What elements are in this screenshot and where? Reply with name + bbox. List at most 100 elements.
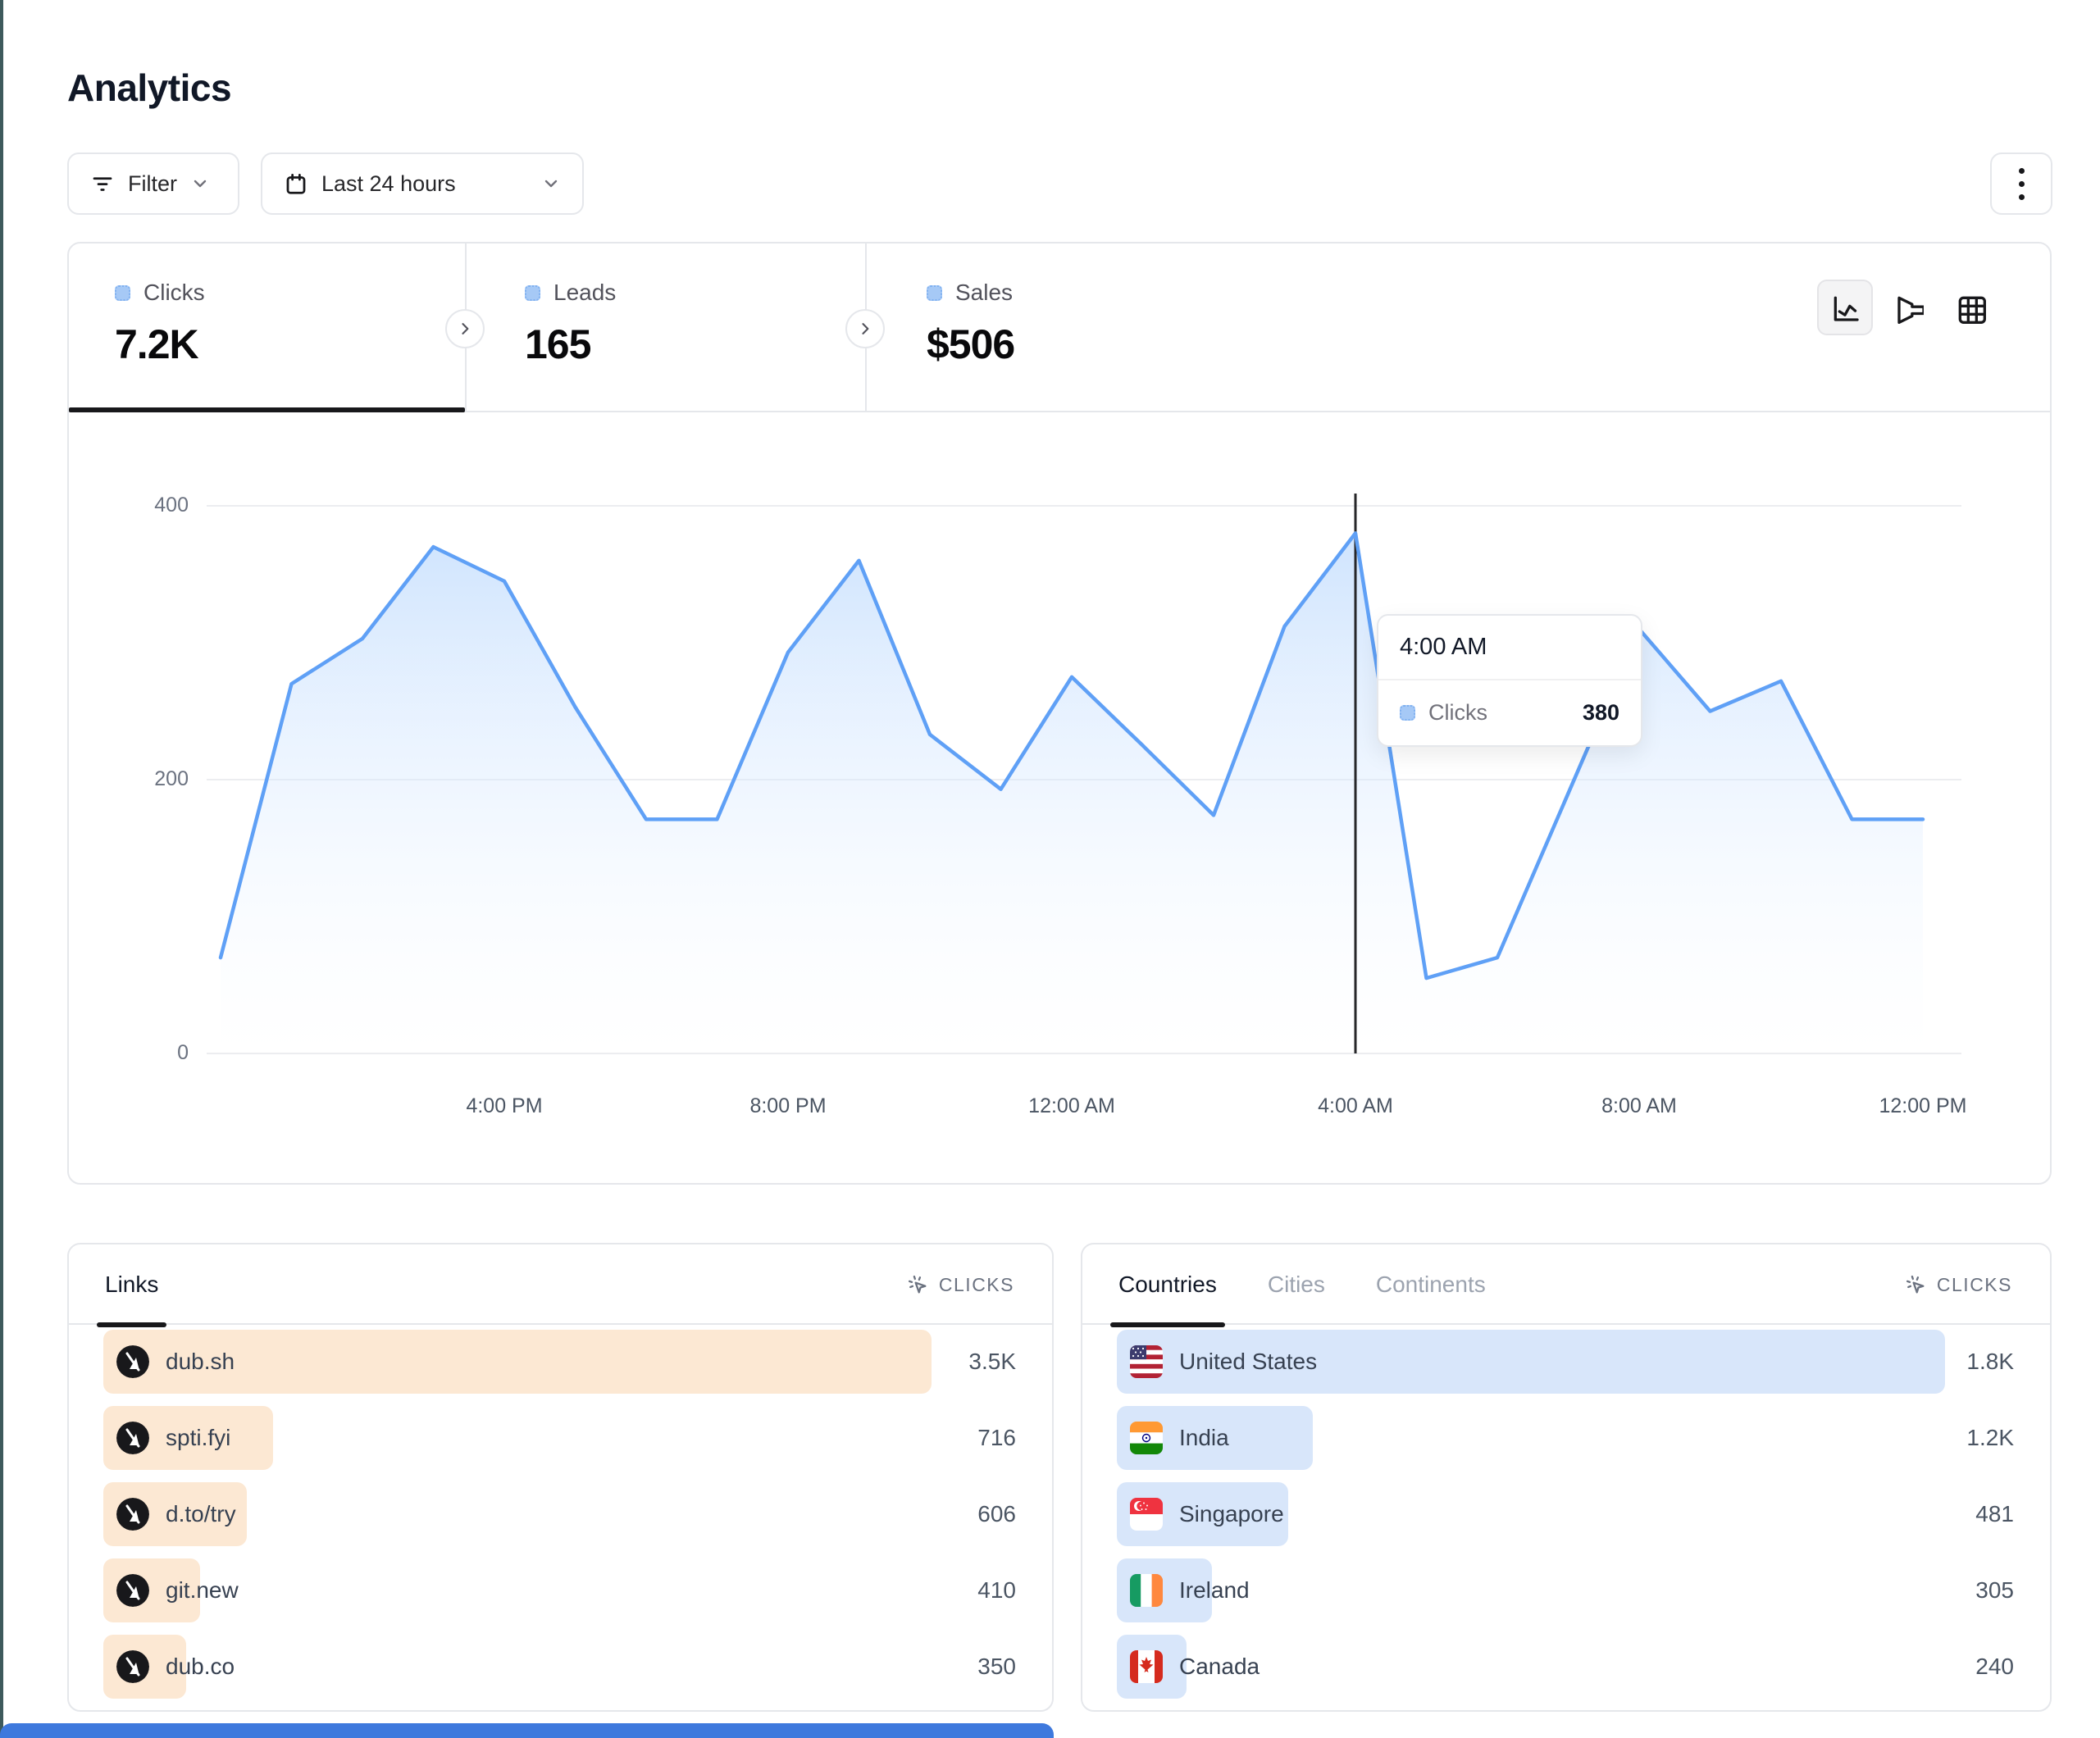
row-label: git.new (166, 1577, 239, 1603)
filter-icon (90, 171, 115, 196)
area-fill (221, 533, 1923, 1053)
links-panel: Links CLICKS dub.sh 3.5K spti.fyi 716 d.to/t… (67, 1243, 1054, 1712)
expand-clicks-button[interactable] (445, 309, 485, 348)
dub-logo-icon (116, 1574, 149, 1607)
link-row[interactable]: spti.fyi 716 (103, 1406, 1018, 1470)
stat-label: Clicks (143, 280, 205, 305)
country-row[interactable]: Canada 240 (1117, 1635, 2016, 1699)
row-value: 1.2K (1966, 1425, 2014, 1450)
chart-tooltip: 4:00 AM Clicks 380 (1377, 614, 1642, 747)
tab-countries[interactable]: Countries (1110, 1244, 1225, 1327)
row-value: 350 (977, 1654, 1016, 1679)
link-row[interactable]: git.new 410 (103, 1558, 1018, 1622)
links-metric-selector[interactable]: CLICKS (906, 1244, 1014, 1325)
chevron-down-icon (190, 174, 210, 193)
page-title: Analytics (67, 66, 232, 109)
stat-label: Leads (553, 280, 617, 305)
tab-cities[interactable]: Cities (1267, 1272, 1325, 1297)
x-tick-label: 8:00 PM (749, 1094, 827, 1117)
y-tick-label: 400 (154, 494, 189, 516)
link-row[interactable]: dub.co 350 (103, 1635, 1018, 1699)
y-tick-label: 0 (177, 1041, 189, 1064)
x-tick-label: 8:00 AM (1601, 1094, 1677, 1117)
row-value: 240 (1975, 1654, 2014, 1679)
stats-header: Clicks 7.2K Leads 165 $506Sales $506 (69, 243, 2050, 412)
links-metric-label: CLICKS (938, 1273, 1014, 1295)
row-value: 305 (1975, 1577, 2014, 1603)
dub-logo-icon (116, 1345, 149, 1378)
value-bar (1117, 1330, 1945, 1394)
row-value: 3.5K (968, 1349, 1016, 1374)
clicks-area-chart[interactable] (207, 428, 1961, 1125)
sg-flag-icon (1130, 1498, 1163, 1531)
more-options-button[interactable] (1990, 152, 2052, 215)
tab-sales[interactable]: $506Sales $506 (927, 280, 1015, 368)
chevron-right-icon (857, 321, 873, 337)
tab-continents[interactable]: Continents (1375, 1272, 1486, 1297)
row-label: Canada (1179, 1654, 1260, 1679)
leads-legend-chip (525, 284, 540, 301)
row-label: Singapore (1179, 1501, 1284, 1526)
line-chart-icon (1829, 291, 1861, 324)
geo-panel: Countries Cities Continents CLICKS United … (1081, 1243, 2052, 1712)
country-row[interactable]: Ireland 305 (1117, 1558, 2016, 1622)
country-row[interactable]: India 1.2K (1117, 1406, 2016, 1470)
tab-links[interactable]: Links (96, 1244, 167, 1327)
table-view-button[interactable] (1942, 280, 1998, 335)
row-value: 1.8K (1966, 1349, 2014, 1374)
row-label: dub.sh (166, 1349, 235, 1374)
row-label: Ireland (1179, 1577, 1250, 1603)
funnel-view-button[interactable] (1879, 280, 1935, 335)
link-row[interactable]: d.to/try 606 (103, 1482, 1018, 1546)
chevron-right-icon (457, 321, 473, 337)
row-label: spti.fyi (166, 1425, 231, 1450)
us-flag-icon (1130, 1345, 1163, 1378)
chevron-down-icon (541, 174, 561, 193)
active-tab-underline (69, 407, 465, 412)
tooltip-time: 4:00 AM (1378, 616, 1641, 680)
line-chart-view-button[interactable] (1817, 280, 1873, 335)
country-row[interactable]: Singapore 481 (1117, 1482, 2016, 1546)
stat-value: 7.2K (115, 321, 199, 367)
ca-flag-icon (1130, 1650, 1163, 1683)
country-row[interactable]: United States 1.8K (1117, 1330, 2016, 1394)
tab-clicks[interactable]: Clicks 7.2K (115, 280, 205, 368)
expand-leads-button[interactable] (845, 309, 885, 348)
row-value: 716 (977, 1425, 1016, 1450)
kebab-vertical-icon (2018, 167, 2025, 200)
filter-button[interactable]: Filter (67, 152, 239, 215)
row-label: India (1179, 1425, 1229, 1450)
clicks-legend-chip (115, 284, 130, 301)
y-tick-label: 200 (154, 767, 189, 790)
analytics-chart-card: Clicks 7.2K Leads 165 $506Sales $506 (67, 242, 2052, 1185)
row-label: d.to/try (166, 1501, 236, 1526)
stat-value: $506 (927, 321, 1015, 367)
dub-logo-icon (116, 1422, 149, 1454)
tooltip-legend-chip (1400, 705, 1415, 721)
tooltip-series: Clicks (1428, 700, 1487, 725)
tab-leads[interactable]: Leads 165 (525, 280, 616, 368)
x-tick-label: 4:00 PM (466, 1094, 543, 1117)
x-tick-label: 4:00 AM (1318, 1094, 1393, 1117)
link-row[interactable]: dub.sh 3.5K (103, 1330, 1018, 1394)
in-flag-icon (1130, 1422, 1163, 1454)
x-tick-label: 12:00 AM (1028, 1094, 1115, 1117)
row-label: dub.co (166, 1654, 235, 1679)
calendar-icon (284, 171, 308, 196)
stat-label: Sales (955, 280, 1014, 305)
tooltip-value: 380 (1582, 700, 1619, 725)
sales-legend-chip (927, 284, 942, 301)
x-tick-label: 12:00 PM (1879, 1094, 1967, 1117)
row-value: 410 (977, 1577, 1016, 1603)
links-panel-header: Links CLICKS (69, 1244, 1052, 1327)
geo-panel-header: Countries Cities Continents CLICKS (1082, 1244, 2050, 1327)
bottom-banner-edge (0, 1723, 1054, 1738)
date-range-button[interactable]: Last 24 hours (261, 152, 584, 215)
geo-metric-selector[interactable]: CLICKS (1904, 1244, 2012, 1325)
cursor-click-icon (906, 1273, 929, 1296)
cursor-click-icon (1904, 1273, 1927, 1296)
ie-flag-icon (1130, 1574, 1163, 1607)
row-value: 481 (1975, 1501, 2014, 1526)
funnel-chart-icon (1891, 291, 1924, 324)
